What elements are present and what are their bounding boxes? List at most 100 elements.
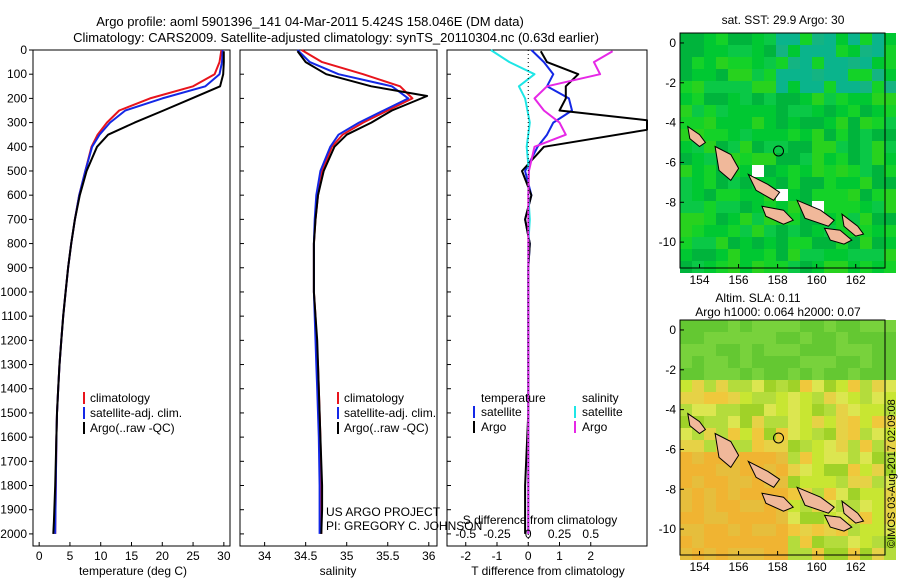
map-cell — [836, 440, 848, 452]
map-cell — [716, 237, 728, 249]
map-cell — [716, 249, 728, 261]
sla-map-subtitle: Argo h1000: 0.064 h2000: 0.07 — [695, 305, 861, 319]
series-line-climatology — [54, 49, 223, 534]
map-cell — [788, 512, 800, 524]
map-cell — [776, 344, 788, 356]
map-cell — [872, 69, 884, 81]
map-cell — [752, 368, 764, 380]
map-cell — [788, 524, 800, 536]
map-cell — [704, 332, 716, 344]
map-cell — [872, 536, 884, 548]
map-cell — [680, 33, 692, 45]
map-cell — [872, 33, 884, 45]
temperature-legend: climatology satellite-adj. clim. Argo(..… — [83, 391, 182, 435]
s-tick-label: -0.25 — [483, 527, 511, 541]
map-cell — [752, 141, 764, 153]
map-cell — [884, 536, 896, 548]
map-cell — [704, 368, 716, 380]
map-cell — [728, 201, 740, 213]
map-cell — [776, 225, 788, 237]
map-cell — [752, 524, 764, 536]
map-cell — [764, 548, 776, 560]
map-cell — [752, 261, 764, 273]
map-cell — [716, 368, 728, 380]
map-cell — [860, 548, 872, 560]
map-cell — [824, 249, 836, 261]
map-cell — [884, 464, 896, 476]
map-cell — [740, 392, 752, 404]
map-cell — [728, 512, 740, 524]
map-cell — [680, 261, 692, 273]
map-cell — [680, 476, 692, 488]
sst-map-frame — [679, 32, 886, 269]
map-cell — [692, 368, 704, 380]
map-cell — [800, 476, 812, 488]
map-cell — [860, 57, 872, 69]
map-cell — [872, 141, 884, 153]
map-cell — [788, 332, 800, 344]
map-cell — [740, 45, 752, 57]
map-cell — [752, 536, 764, 548]
map-cell — [824, 488, 836, 500]
map-cell — [704, 81, 716, 93]
map-cell — [692, 261, 704, 273]
project-pi: PI: GREGORY C. JOHNSON — [326, 519, 482, 533]
map-cell — [752, 201, 764, 213]
map-cell — [872, 404, 884, 416]
map-cell — [872, 201, 884, 213]
map-cell — [680, 380, 692, 392]
map-cell — [728, 356, 740, 368]
map-cell — [764, 392, 776, 404]
map-cell — [872, 237, 884, 249]
map-cell — [692, 93, 704, 105]
series-line-argo-raw-qc- — [52, 51, 225, 534]
map-cell — [836, 45, 848, 57]
map-cell — [728, 428, 740, 440]
map-cell — [884, 249, 896, 261]
map-cell — [740, 129, 752, 141]
map-cell — [836, 464, 848, 476]
map-cell — [692, 69, 704, 81]
map-cell — [824, 392, 836, 404]
map-cell — [788, 356, 800, 368]
map-cell — [812, 320, 824, 332]
map-cell — [728, 117, 740, 129]
map-cell — [836, 536, 848, 548]
map-cell — [740, 261, 752, 273]
map-cell — [824, 404, 836, 416]
map-cell — [836, 404, 848, 416]
depth-tick-label: 600 — [7, 188, 27, 202]
map-cell — [884, 320, 896, 332]
map-cell — [764, 452, 776, 464]
map-lon-tick-label: 156 — [729, 273, 749, 287]
map-cell — [836, 332, 848, 344]
map-cell — [704, 177, 716, 189]
map-cell — [812, 440, 824, 452]
map-cell — [860, 356, 872, 368]
map-cell — [728, 524, 740, 536]
map-cell — [692, 488, 704, 500]
map-cell — [704, 57, 716, 69]
map-cell — [716, 45, 728, 57]
map-cell — [704, 129, 716, 141]
map-cell — [680, 93, 692, 105]
map-cell — [680, 392, 692, 404]
depth-tick-label: 400 — [7, 140, 27, 154]
map-cell — [680, 404, 692, 416]
sla-map: 154 156 158 160 162 0 -2 -4 -6 -8 -10 — [659, 320, 896, 574]
map-cell — [740, 356, 752, 368]
map-cell — [776, 129, 788, 141]
map-cell — [800, 165, 812, 177]
map-cell — [800, 105, 812, 117]
legend-title-salinity: salinity — [582, 391, 619, 405]
map-cell — [752, 129, 764, 141]
map-cell — [812, 512, 824, 524]
map-cell — [884, 332, 896, 344]
map-cell — [716, 524, 728, 536]
map-cell — [884, 117, 896, 129]
map-cell — [716, 261, 728, 273]
map-cell — [860, 536, 872, 548]
map-cell — [716, 189, 728, 201]
map-cell — [800, 225, 812, 237]
